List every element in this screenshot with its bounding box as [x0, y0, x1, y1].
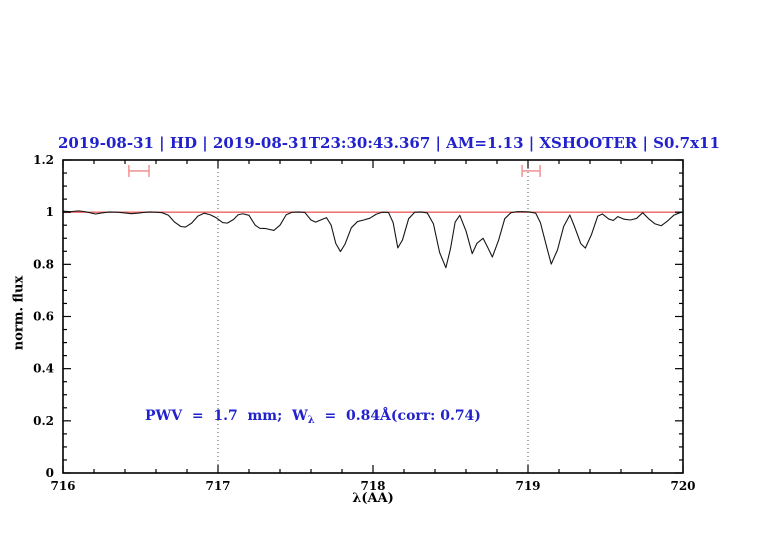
x-tick-label: 716 [50, 479, 75, 493]
y-tick-label: 1 [46, 205, 54, 219]
pwv-annotation-post: = 0.84Å(corr: 0.74) [314, 408, 481, 424]
plot-title: 2019-08-31 | HD | 2019-08-31T23:30:43.36… [58, 134, 720, 152]
y-tick-label: 0.4 [33, 362, 54, 376]
x-tick-label: 720 [670, 479, 695, 493]
y-tick-label: 0.2 [33, 414, 54, 428]
x-tick-label: 719 [515, 479, 540, 493]
y-axis-label: norm. flux [11, 275, 27, 351]
x-axis-label: λ(AA) [352, 491, 394, 506]
plot-frame [62, 159, 684, 474]
x-tick-label: 718 [360, 479, 385, 493]
y-tick-label: 1.2 [33, 153, 54, 167]
pwv-annotation-sub-lambda: λ [307, 415, 315, 426]
pwv-annotation: PWV = 1.7 mm; Wλ = 0.84Å(corr: 0.74) [145, 408, 481, 426]
spectrum-line [62, 210, 684, 269]
y-tick-label: 0 [46, 466, 54, 480]
y-tick-label: 0.8 [33, 257, 54, 271]
pwv-annotation-pre: PWV = 1.7 mm; W [145, 408, 308, 424]
y-tick-label: 0.6 [33, 310, 54, 324]
x-tick-label: 717 [205, 479, 230, 493]
